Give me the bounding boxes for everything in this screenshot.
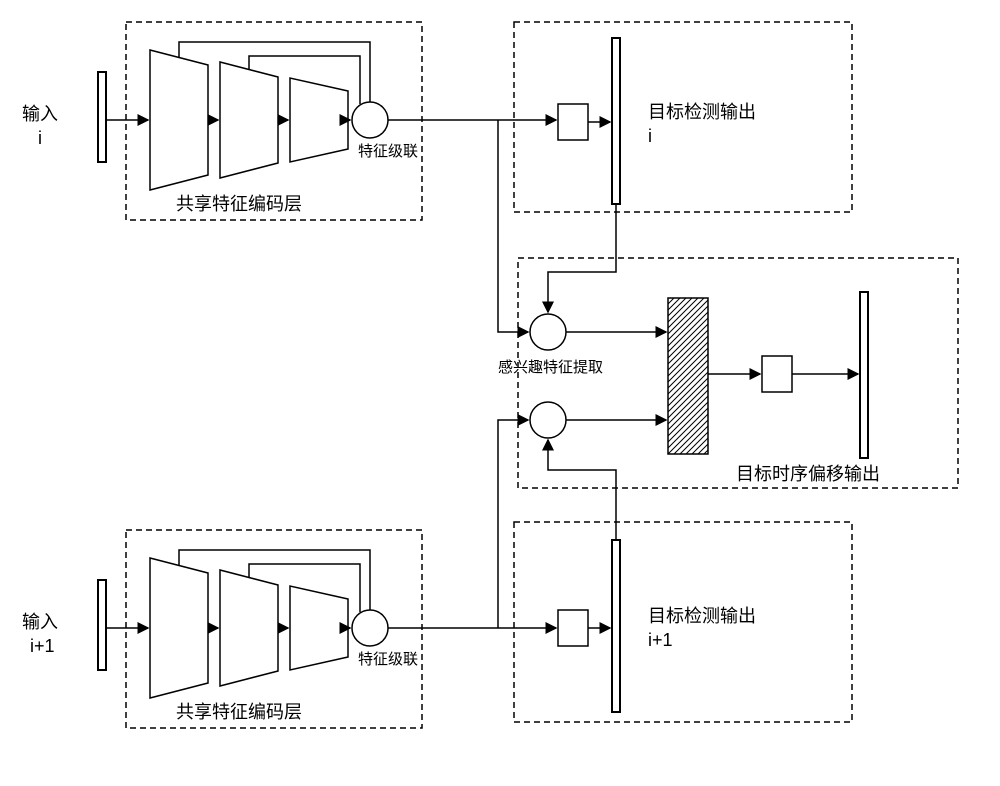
input-bar-top	[98, 72, 106, 162]
arrow-top-to-roi	[498, 120, 528, 332]
input-label-bot-2: i+1	[30, 636, 55, 656]
hatched-merge	[668, 298, 708, 454]
temporal-output-label: 目标时序偏移输出	[736, 464, 880, 484]
input-label-top-2: i	[38, 128, 42, 148]
temporal-bar	[860, 292, 868, 458]
skip-bot-2	[249, 564, 360, 612]
det-smallbox-top	[558, 104, 588, 140]
det-output-label-top-1: 目标检测输出	[648, 102, 756, 122]
input-label-bot-1: 输入	[22, 612, 58, 632]
roi-extract-label: 感兴趣特征提取	[498, 359, 603, 376]
trap3-top	[290, 78, 348, 162]
skip-top-2	[249, 56, 360, 104]
det-smallbox-bot	[558, 610, 588, 646]
trap3-bot	[290, 586, 348, 670]
arrow-detbar-bot-roi	[548, 440, 616, 540]
det-output-label-bot-1: 目标检测输出	[648, 606, 756, 626]
trap2-bot	[220, 570, 278, 686]
roi-circle-top	[530, 314, 566, 350]
shared-encoder-label-top: 共享特征编码层	[176, 194, 302, 214]
input-bar-bot	[98, 580, 106, 670]
det-output-label-top-2: i	[648, 126, 652, 146]
temporal-smallbox	[762, 356, 792, 392]
feature-cascade-node-top	[352, 102, 388, 138]
feature-cascade-label-top: 特征级联	[358, 143, 418, 160]
det-bar-bot	[612, 540, 620, 712]
input-label-top-1: 输入	[22, 104, 58, 124]
det-bar-top	[612, 38, 620, 204]
trap2-top	[220, 62, 278, 178]
diagram-canvas: 输入 i 共享特征编码层 特征级联 输入 i+1 共享特征编码层 特征级联 目标…	[0, 0, 1000, 786]
feature-cascade-label-bot: 特征级联	[358, 651, 418, 668]
shared-encoder-label-bot: 共享特征编码层	[176, 702, 302, 722]
roi-circle-bot	[530, 402, 566, 438]
det-output-label-bot-2: i+1	[648, 630, 673, 650]
trap1-bot	[150, 558, 208, 698]
arrow-bot-to-roi	[498, 420, 528, 628]
feature-cascade-node-bot	[352, 610, 388, 646]
trap1-top	[150, 50, 208, 190]
